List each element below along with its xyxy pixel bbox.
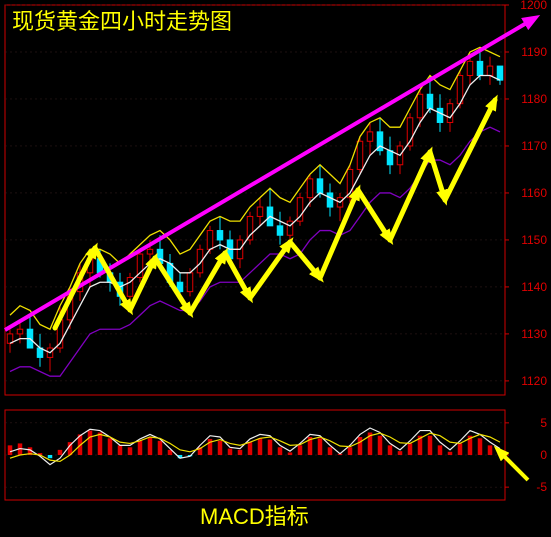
macd-y-tick-label: -5 (536, 480, 547, 494)
y-tick-label: 1120 (521, 374, 547, 388)
y-tick-label: 1140 (521, 280, 547, 294)
y-tick-label: 1200 (520, 0, 547, 12)
macd-label: MACD指标 (200, 499, 309, 531)
y-tick-label: 1170 (521, 139, 547, 153)
chart-container: { "title": "现货黄金四小时走势图", "macd_label": "… (0, 0, 551, 537)
y-tick-label: 1130 (521, 327, 547, 341)
chart-title: 现货黄金四小时走势图 (12, 4, 232, 36)
y-tick-label: 1180 (521, 92, 547, 106)
y-tick-label: 1190 (521, 45, 547, 59)
y-tick-label: 1160 (521, 186, 547, 200)
macd-y-tick-label: 0 (540, 448, 547, 462)
macd-y-tick-label: 5 (540, 416, 547, 430)
y-tick-label: 1150 (521, 233, 547, 247)
chart-svg (0, 0, 551, 537)
